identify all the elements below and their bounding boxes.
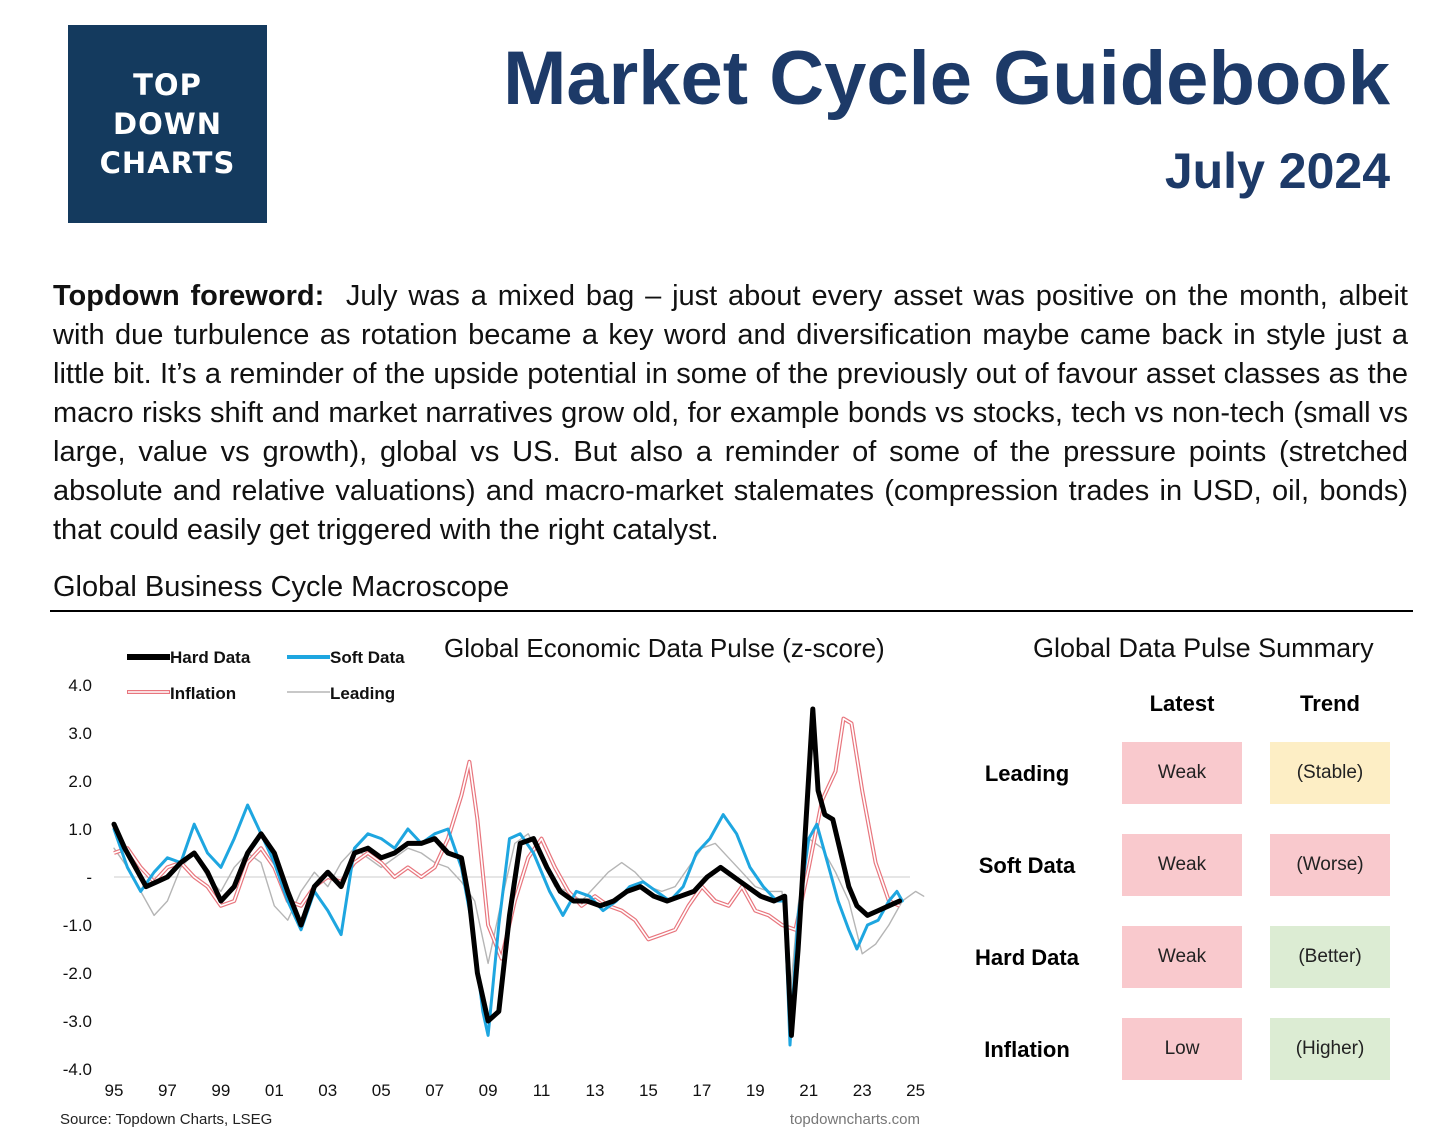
- y-tick-label: 2.0: [68, 772, 92, 791]
- summary-cell-trend: (Higher): [1270, 1018, 1390, 1080]
- section-title: Global Business Cycle Macroscope: [53, 571, 510, 603]
- y-tick-label: -3.0: [63, 1012, 92, 1031]
- logo-line-1: TOP: [133, 67, 202, 102]
- summary-col-trend: Trend: [1300, 691, 1360, 716]
- y-tick-label: -4.0: [63, 1060, 92, 1079]
- page-subtitle: July 2024: [1164, 143, 1390, 199]
- chart-legend: Hard Data Soft Data Inflation Leading: [127, 648, 405, 703]
- summary-cell-latest: Low: [1122, 1018, 1242, 1080]
- summary-row-label: Hard Data: [975, 945, 1079, 970]
- x-tick-label: 15: [639, 1081, 658, 1100]
- topdown-charts-logo: TOP DOWN CHARTS: [68, 25, 267, 223]
- x-tick-label: 23: [853, 1081, 872, 1100]
- summary-cell-latest: Weak: [1122, 926, 1242, 988]
- y-tick-label: 3.0: [68, 724, 92, 743]
- x-tick-label: 11: [533, 1081, 551, 1100]
- x-tick-label: 13: [586, 1081, 605, 1100]
- logo-line-2: DOWN: [113, 106, 222, 141]
- summary-title: Global Data Pulse Summary: [1033, 633, 1374, 663]
- summary-cell-trend: (Stable): [1270, 742, 1390, 804]
- x-tick-label: 97: [158, 1081, 177, 1100]
- summary-row-label: Leading: [984, 761, 1070, 786]
- data-pulse-chart: 4.0 3.0 2.0 1.0 - -1.0 -2.0 -3.0 -4.0 95 97 99 01 03 0…: [60, 633, 925, 1128]
- x-tick-label: 09: [479, 1081, 498, 1100]
- page-title: Market Cycle Guidebook: [503, 36, 1390, 121]
- x-tick-label: 19: [746, 1081, 765, 1100]
- x-tick-label: 01: [265, 1081, 284, 1100]
- summary-cell-latest: Weak: [1122, 834, 1242, 896]
- x-tick-label: 99: [211, 1081, 230, 1100]
- series-line-hard-data: [111, 706, 903, 1038]
- summary-row-label: Inflation: [984, 1037, 1070, 1062]
- y-tick-label: -2.0: [63, 964, 92, 983]
- summary-row-label: Soft Data: [978, 853, 1076, 878]
- legend-label-inflation: Inflation: [170, 684, 236, 703]
- chart-plot-area: [111, 706, 925, 1047]
- legend-label-hard-data: Hard Data: [170, 648, 251, 667]
- legend-label-soft-data: Soft Data: [330, 648, 405, 667]
- x-tick-label: 25: [906, 1081, 925, 1100]
- foreword-body: July was a mixed bag – just about every …: [53, 280, 1408, 546]
- summary-col-latest: Latest: [1149, 691, 1215, 716]
- legend-label-leading: Leading: [330, 684, 395, 703]
- section-divider: [50, 610, 1413, 612]
- summary-cell-trend: (Better): [1270, 926, 1390, 988]
- x-tick-label: 95: [105, 1081, 124, 1100]
- x-tick-label: 03: [318, 1081, 337, 1100]
- foreword-paragraph: Topdown foreword: July was a mixed bag –…: [53, 277, 1408, 550]
- chart-source: Source: Topdown Charts, LSEG: [60, 1111, 272, 1128]
- y-tick-label: -1.0: [63, 916, 92, 935]
- y-tick-label: 4.0: [68, 676, 92, 695]
- foreword-lead: Topdown foreword:: [53, 280, 325, 312]
- data-pulse-summary: Global Data Pulse Summary Latest Trend L…: [960, 618, 1450, 1128]
- chart-watermark: topdowncharts.com: [790, 1111, 920, 1128]
- x-tick-label: 21: [799, 1081, 818, 1100]
- y-tick-label: 1.0: [68, 820, 92, 839]
- x-tick-label: 07: [425, 1081, 444, 1100]
- summary-cell-trend: (Worse): [1270, 834, 1390, 896]
- summary-cell-latest: Weak: [1122, 742, 1242, 804]
- chart-axis-labels: 4.0 3.0 2.0 1.0 - -1.0 -2.0 -3.0 -4.0 95 97 99 01 03 0…: [63, 676, 925, 1100]
- x-tick-label: 05: [372, 1081, 391, 1100]
- x-tick-label: 17: [692, 1081, 711, 1100]
- chart-title: Global Economic Data Pulse (z-score): [444, 633, 885, 663]
- y-tick-label: -: [86, 868, 92, 887]
- logo-line-3: CHARTS: [99, 145, 236, 180]
